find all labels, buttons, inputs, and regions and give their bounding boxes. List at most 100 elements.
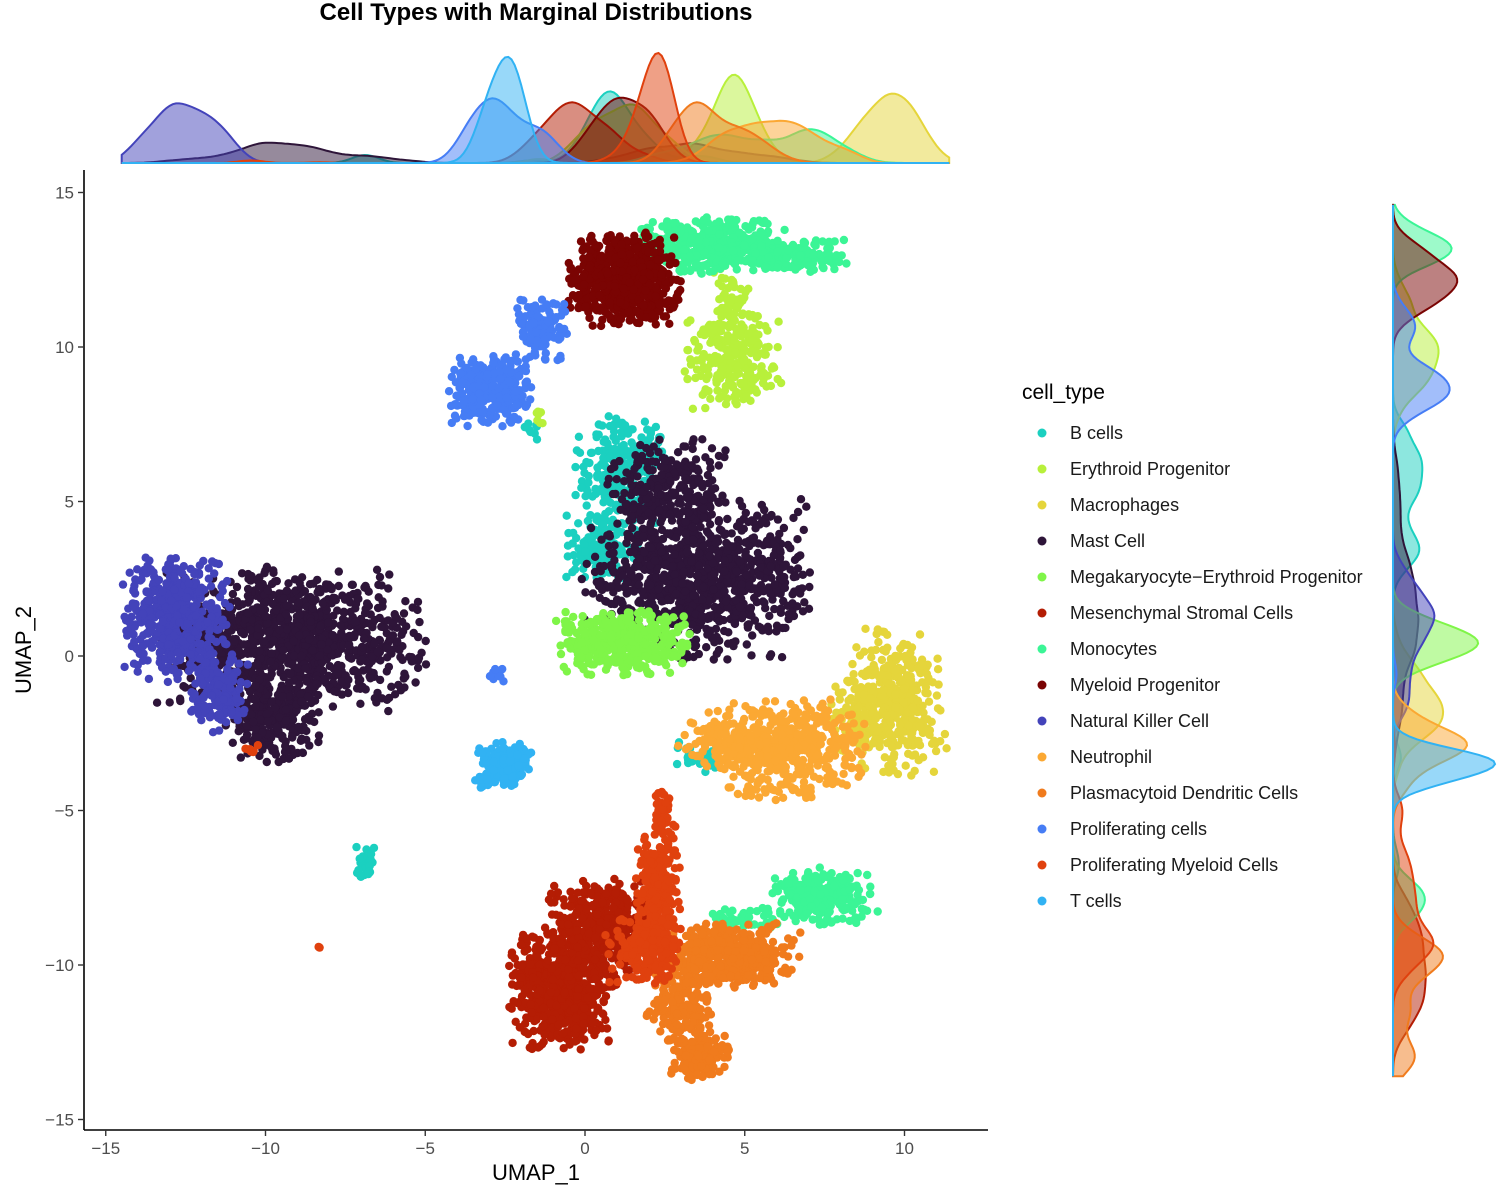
scatter-point (613, 519, 622, 528)
scatter-point (852, 643, 861, 652)
scatter-point (586, 448, 596, 458)
scatter-point (683, 318, 692, 327)
scatter-point (370, 694, 379, 703)
chart-title: Cell Types with Marginal Distributions (320, 0, 753, 26)
scatter-point (704, 529, 713, 538)
scatter-point (885, 679, 894, 688)
scatter-point (861, 624, 870, 633)
scatter-point (758, 517, 767, 526)
scatter-point (692, 365, 702, 374)
scatter-point (556, 641, 565, 650)
scatter-point (859, 690, 868, 700)
scatter-point (620, 557, 630, 566)
scatter-point (576, 652, 586, 662)
scatter-point (253, 660, 262, 669)
scatter-point (570, 1037, 580, 1046)
scatter-point (294, 598, 303, 608)
scatter-point (753, 548, 763, 558)
scatter-point (927, 739, 937, 748)
scatter-point (634, 598, 643, 607)
scatter-point (507, 951, 516, 960)
scatter-point (654, 506, 664, 515)
scatter-point (356, 871, 365, 880)
scatter-point (646, 624, 655, 634)
scatter-point (767, 364, 777, 373)
scatter-point (584, 478, 593, 487)
scatter-point (907, 731, 916, 740)
scatter-point (742, 640, 751, 649)
scatter-point (269, 566, 278, 575)
scatter-point (697, 354, 707, 363)
scatter-point (574, 984, 583, 994)
scatter-point (272, 722, 282, 732)
scatter-point (576, 661, 586, 670)
scatter-point (646, 669, 655, 679)
scatter-point (251, 702, 260, 711)
scatter-point (585, 458, 594, 468)
series-4-points (551, 606, 694, 680)
scatter-point (732, 302, 741, 312)
scatter-point (601, 616, 610, 626)
scatter-point (732, 567, 741, 576)
scatter-point (763, 622, 773, 631)
scatter-point (314, 585, 324, 594)
scatter-point (405, 652, 414, 662)
scatter-point (915, 630, 925, 639)
scatter-point (358, 642, 367, 652)
scatter-point (284, 678, 294, 687)
scatter-point (314, 708, 323, 717)
scatter-point (599, 498, 608, 507)
scatter-point (343, 688, 353, 698)
scatter-point (670, 570, 679, 579)
scatter-point (927, 717, 936, 726)
scatter-point (535, 986, 544, 995)
scatter-point (604, 1036, 613, 1045)
scatter-point (582, 501, 591, 510)
scatter-point (868, 703, 877, 713)
scatter-point (552, 1001, 561, 1010)
scatter-point (312, 679, 321, 689)
scatter-point (259, 637, 269, 646)
scatter-point (880, 627, 889, 637)
scatter-point (588, 492, 597, 501)
scatter-point (747, 611, 756, 620)
scatter-point (228, 589, 238, 599)
scatter-point (615, 449, 624, 459)
scatter-point (580, 629, 590, 638)
scatter-point (689, 591, 698, 600)
scatter-point (748, 631, 757, 640)
scatter-point (571, 490, 580, 500)
scatter-point (263, 717, 273, 726)
scatter-point (717, 312, 726, 321)
scatter-point (583, 670, 592, 679)
scatter-point (831, 682, 840, 691)
scatter-point (714, 279, 723, 288)
scatter-point (605, 452, 615, 461)
scatter-point (385, 570, 394, 579)
scatter-point (772, 627, 781, 636)
scatter-point (369, 843, 379, 853)
scatter-point (723, 283, 733, 293)
scatter-point (730, 348, 740, 357)
scatter-point (324, 618, 333, 627)
scatter-point (720, 626, 729, 636)
scatter-point (634, 615, 644, 625)
scatter-point (505, 1002, 514, 1012)
scatter-point (680, 367, 689, 376)
scatter-point (625, 566, 634, 576)
scatter-point (377, 622, 386, 631)
scatter-point (526, 960, 535, 969)
scatter-point (702, 643, 711, 652)
scatter-point (574, 432, 584, 441)
scatter-point (720, 274, 730, 283)
scatter-point (556, 649, 566, 659)
scatter-point (517, 961, 526, 970)
scatter-point (375, 675, 385, 685)
scatter-point (679, 612, 688, 621)
scatter-point (685, 629, 694, 639)
scatter-point (688, 522, 697, 532)
scatter-point (742, 372, 751, 381)
scatter-point (282, 586, 291, 595)
scatter-point (612, 475, 621, 484)
scatter-point (779, 562, 788, 572)
